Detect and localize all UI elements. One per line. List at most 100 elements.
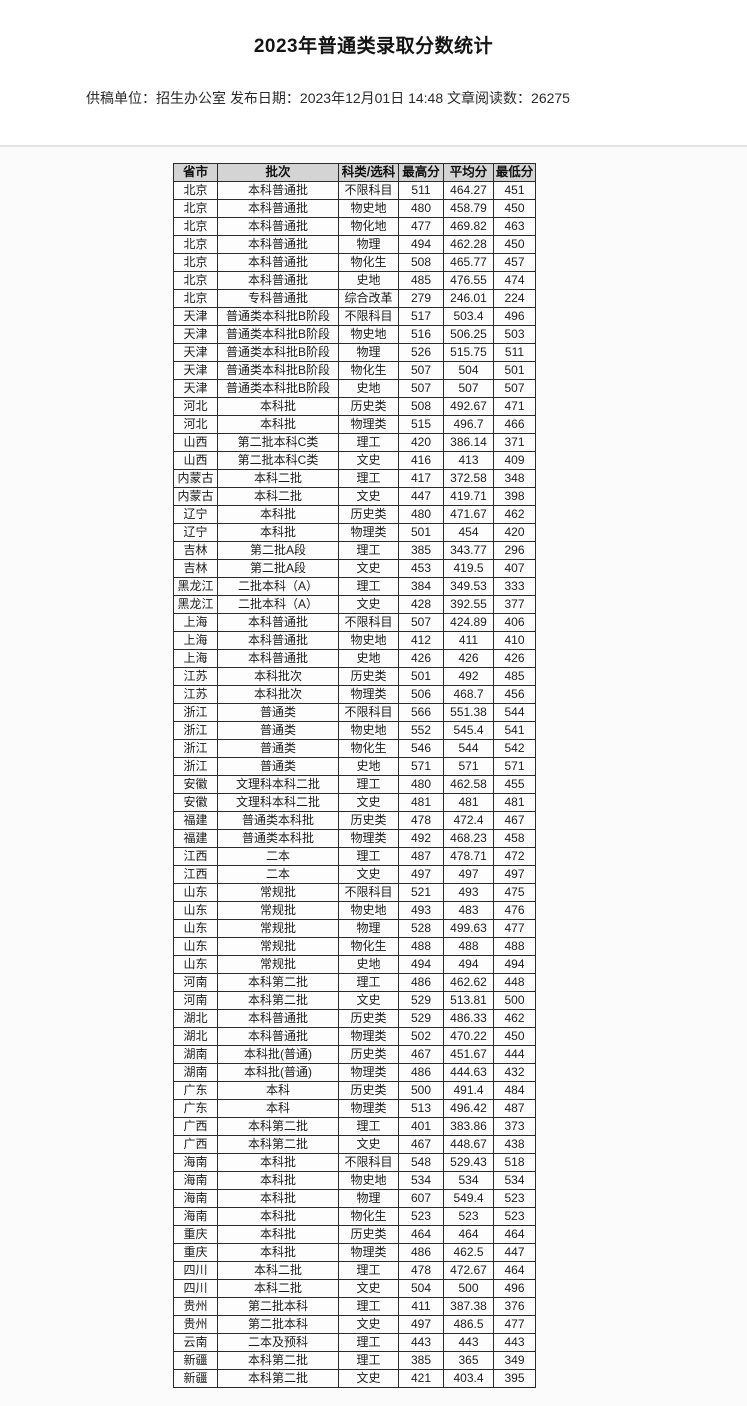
table-cell-batch: 本科二批 bbox=[217, 1261, 339, 1280]
table-cell-province: 河南 bbox=[173, 991, 218, 1010]
table-row: 天津 普通类本科批B阶段 物化生 507 504 501 bbox=[173, 361, 536, 380]
table-cell-subject: 物理类 bbox=[338, 415, 399, 434]
table-cell-min-score: 523 bbox=[493, 1189, 536, 1208]
table-cell-min-score: 376 bbox=[493, 1297, 536, 1316]
table-cell-max-score: 467 bbox=[398, 1135, 444, 1154]
table-row: 浙江 普通类 不限科目 566 551.38 544 bbox=[173, 703, 536, 722]
table-cell-max-score: 412 bbox=[398, 631, 444, 650]
table-cell-subject: 物史地 bbox=[338, 1171, 399, 1190]
table-cell-province: 重庆 bbox=[173, 1243, 218, 1262]
table-row: 四川 本科二批 文史 504 500 496 bbox=[173, 1279, 536, 1298]
table-cell-batch: 本科 bbox=[217, 1099, 339, 1118]
table-cell-province: 天津 bbox=[173, 343, 218, 362]
table-cell-batch: 第二批本科 bbox=[217, 1297, 339, 1316]
column-header-min-score: 最低分 bbox=[493, 163, 536, 182]
table-cell-province: 四川 bbox=[173, 1279, 218, 1298]
table-row: 湖北 本科普通批 历史类 529 486.33 462 bbox=[173, 1009, 536, 1028]
table-row: 内蒙古 本科二批 理工 417 372.58 348 bbox=[173, 469, 536, 488]
table-cell-min-score: 541 bbox=[493, 721, 536, 740]
table-cell-avg-score: 468.23 bbox=[443, 829, 494, 848]
table-cell-subject: 物化生 bbox=[338, 253, 399, 272]
table-cell-min-score: 296 bbox=[493, 541, 536, 560]
byline: 供稿单位：招生办公室 发布日期：2023年12月01日 14:48 文章阅读数：… bbox=[0, 88, 656, 108]
table-cell-province: 山西 bbox=[173, 451, 218, 470]
table-cell-min-score: 466 bbox=[493, 415, 536, 434]
table-cell-subject: 理工 bbox=[338, 1297, 399, 1316]
table-cell-min-score: 507 bbox=[493, 379, 536, 398]
table-cell-batch: 本科批 bbox=[217, 523, 339, 542]
column-header-batch: 批次 bbox=[217, 163, 339, 182]
table-cell-subject: 理工 bbox=[338, 541, 399, 560]
table-cell-province: 吉林 bbox=[173, 541, 218, 560]
table-cell-province: 湖北 bbox=[173, 1009, 218, 1028]
table-cell-max-score: 500 bbox=[398, 1081, 444, 1100]
table-cell-subject: 历史类 bbox=[338, 1009, 399, 1028]
table-cell-province: 新疆 bbox=[173, 1369, 218, 1388]
table-row: 上海 本科普通批 物史地 412 411 410 bbox=[173, 631, 536, 650]
table-row: 辽宁 本科批 历史类 480 471.67 462 bbox=[173, 505, 536, 524]
table-cell-min-score: 471 bbox=[493, 397, 536, 416]
table-cell-batch: 普通类本科批B阶段 bbox=[217, 325, 339, 344]
table-cell-min-score: 395 bbox=[493, 1369, 536, 1388]
table-row: 浙江 普通类 物化生 546 544 542 bbox=[173, 739, 536, 758]
table-cell-min-score: 426 bbox=[493, 649, 536, 668]
table-cell-avg-score: 476.55 bbox=[443, 271, 494, 290]
table-cell-province: 广东 bbox=[173, 1081, 218, 1100]
table-row: 湖南 本科批(普通) 历史类 467 451.67 444 bbox=[173, 1045, 536, 1064]
table-cell-province: 河北 bbox=[173, 397, 218, 416]
table-cell-max-score: 529 bbox=[398, 1009, 444, 1028]
table-cell-batch: 第二批A段 bbox=[217, 559, 339, 578]
table-cell-subject: 理工 bbox=[338, 1351, 399, 1370]
table-cell-batch: 本科批 bbox=[217, 505, 339, 524]
table-cell-avg-score: 497 bbox=[443, 865, 494, 884]
table-cell-subject: 文史 bbox=[338, 559, 399, 578]
table-cell-avg-score: 523 bbox=[443, 1207, 494, 1226]
table-cell-province: 山西 bbox=[173, 433, 218, 452]
table-cell-min-score: 464 bbox=[493, 1225, 536, 1244]
table-cell-avg-score: 494 bbox=[443, 955, 494, 974]
table-row: 重庆 本科批 物理类 486 462.5 447 bbox=[173, 1243, 536, 1262]
table-cell-province: 重庆 bbox=[173, 1225, 218, 1244]
table-cell-subject: 文史 bbox=[338, 1369, 399, 1388]
table-cell-avg-score: 496.7 bbox=[443, 415, 494, 434]
table-cell-max-score: 417 bbox=[398, 469, 444, 488]
table-cell-avg-score: 499.63 bbox=[443, 919, 494, 938]
table-cell-avg-score: 349.53 bbox=[443, 577, 494, 596]
table-cell-max-score: 494 bbox=[398, 235, 444, 254]
table-row: 云南 二本及预科 理工 443 443 443 bbox=[173, 1333, 536, 1352]
table-row: 贵州 第二批本科 文史 497 486.5 477 bbox=[173, 1315, 536, 1334]
table-cell-max-score: 534 bbox=[398, 1171, 444, 1190]
table-cell-province: 新疆 bbox=[173, 1351, 218, 1370]
table-cell-avg-score: 486.5 bbox=[443, 1315, 494, 1334]
column-header-subject: 科类/选科 bbox=[338, 163, 399, 182]
table-cell-min-score: 477 bbox=[493, 1315, 536, 1334]
table-cell-batch: 常规批 bbox=[217, 937, 339, 956]
table-cell-subject: 物史地 bbox=[338, 199, 399, 218]
table-cell-min-score: 447 bbox=[493, 1243, 536, 1262]
table-cell-max-score: 385 bbox=[398, 1351, 444, 1370]
table-cell-province: 山东 bbox=[173, 883, 218, 902]
table-cell-avg-score: 444.63 bbox=[443, 1063, 494, 1082]
table-row: 江苏 本科批次 物理类 506 468.7 456 bbox=[173, 685, 536, 704]
table-cell-subject: 历史类 bbox=[338, 397, 399, 416]
table-cell-max-score: 279 bbox=[398, 289, 444, 308]
table-row: 上海 本科普通批 不限科目 507 424.89 406 bbox=[173, 613, 536, 632]
table-cell-batch: 本科批 bbox=[217, 397, 339, 416]
table-cell-min-score: 451 bbox=[493, 181, 536, 200]
table-cell-max-score: 607 bbox=[398, 1189, 444, 1208]
table-cell-min-score: 484 bbox=[493, 1081, 536, 1100]
table-cell-max-score: 521 bbox=[398, 883, 444, 902]
table-cell-max-score: 486 bbox=[398, 1063, 444, 1082]
table-cell-subject: 物史地 bbox=[338, 325, 399, 344]
table-row: 河北 本科批 历史类 508 492.67 471 bbox=[173, 397, 536, 416]
table-cell-min-score: 487 bbox=[493, 1099, 536, 1118]
content-area: 省市 批次 科类/选科 最高分 平均分 最低分 北京 本科普通批 不限科目 511 464.27 4… bbox=[0, 145, 747, 1406]
table-cell-max-score: 411 bbox=[398, 1297, 444, 1316]
table-row: 新疆 本科第二批 理工 385 365 349 bbox=[173, 1351, 536, 1370]
table-cell-avg-score: 503.4 bbox=[443, 307, 494, 326]
table-cell-min-score: 450 bbox=[493, 1027, 536, 1046]
table-cell-max-score: 480 bbox=[398, 775, 444, 794]
table-cell-batch: 本科二批 bbox=[217, 487, 339, 506]
table-cell-batch: 文理科本科二批 bbox=[217, 775, 339, 794]
table-cell-batch: 二本及预科 bbox=[217, 1333, 339, 1352]
